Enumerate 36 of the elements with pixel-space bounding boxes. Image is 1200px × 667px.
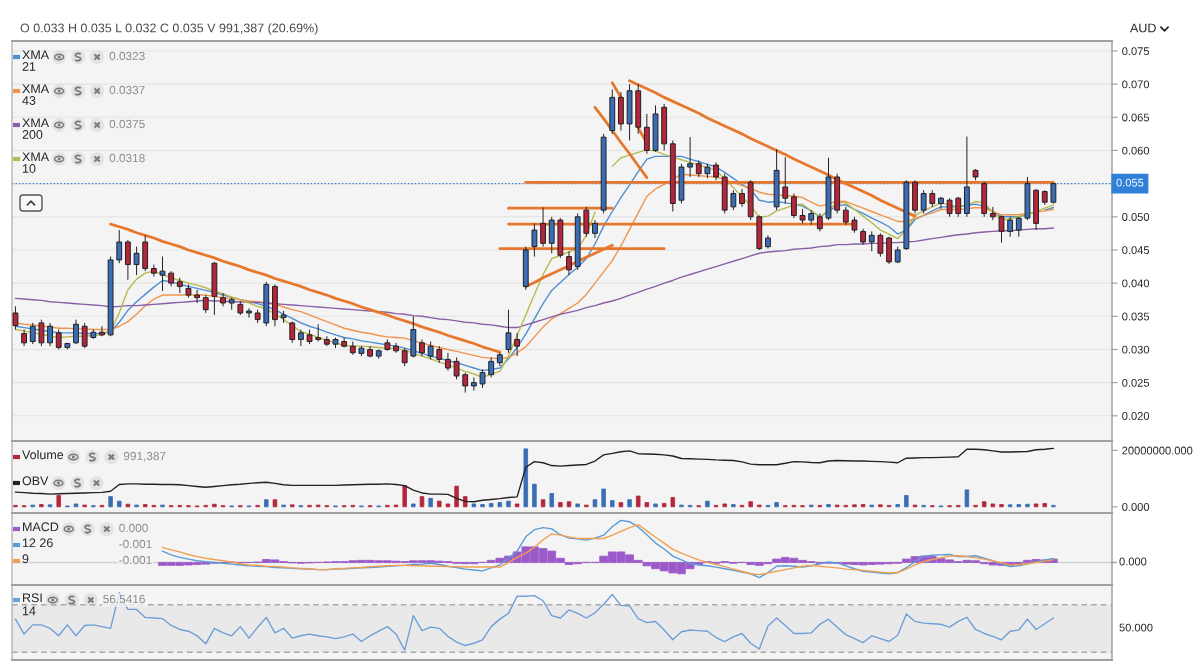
- legend-label: 12 26: [22, 538, 53, 548]
- y-tick-label: 0.025: [1122, 378, 1150, 387]
- y-tick-label: 0.035: [1122, 312, 1150, 321]
- y-tick-label: 0.075: [1122, 47, 1150, 56]
- annotation: 0.000: [119, 523, 148, 533]
- legend-label: 9: [22, 554, 29, 564]
- y-tick-label: 0.045: [1122, 246, 1150, 255]
- y-tick-label: 0.060: [1122, 146, 1150, 155]
- legend-label: RSI 14: [22, 593, 42, 616]
- legend-label: XMA 21: [22, 50, 50, 71]
- annotation: 0.0375: [109, 119, 145, 129]
- text: 50.000: [1119, 623, 1153, 632]
- annotation: 0.0318: [109, 153, 145, 163]
- legend-label: Volume: [22, 450, 64, 460]
- annotation: 0.0323: [109, 51, 145, 61]
- y-axis-title: AUD: [1130, 23, 1156, 33]
- legend-label: XMA 10: [22, 152, 50, 173]
- y-tick-label: 0.070: [1122, 80, 1150, 89]
- annotation: -0.001: [119, 555, 152, 565]
- ref-line-label: 0.055: [1116, 178, 1144, 187]
- annotation: 0.0337: [109, 85, 145, 95]
- legend-label: XMA 200: [22, 118, 50, 139]
- annotation: 991,387: [123, 451, 166, 462]
- y-tick-label: 0.020: [1122, 412, 1150, 420]
- legend-label: XMA 43: [22, 84, 50, 105]
- y-tick-label: 0.040: [1122, 279, 1150, 288]
- y-tick-label: 0.065: [1122, 113, 1150, 122]
- annotation: -0.001: [119, 539, 152, 549]
- legend-label: OBV: [22, 476, 49, 486]
- chart-title: O 0.033 H 0.035 L 0.032 C 0.035 V 991,387 (20.69%): [20, 23, 318, 35]
- y-tick-label: 20000000.000: [1122, 446, 1193, 455]
- y-tick-label: 0.030: [1122, 345, 1150, 354]
- y-tick-label: 0.000: [1122, 503, 1150, 511]
- annotation: 56.5416: [103, 594, 145, 604]
- legend-label: MACD: [23, 522, 59, 532]
- y-tick-label: 0.050: [1122, 213, 1150, 221]
